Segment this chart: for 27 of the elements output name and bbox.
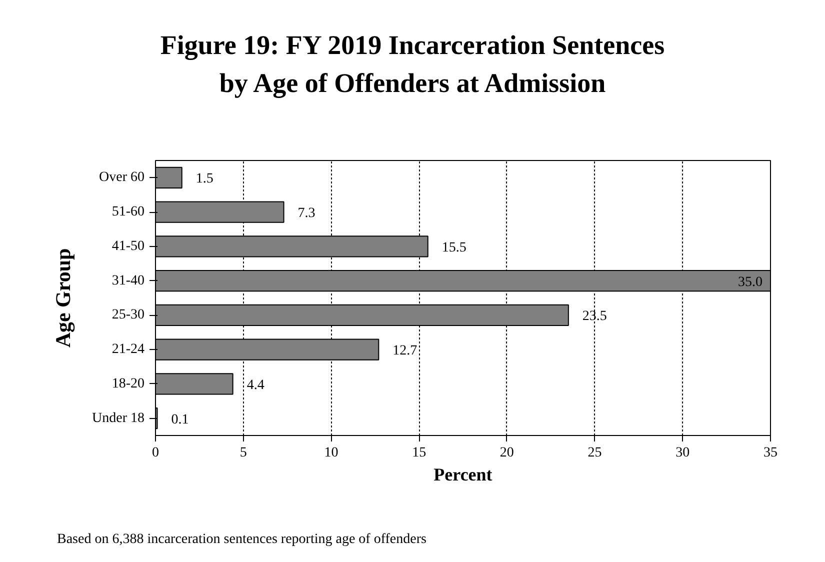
y-tick-label: 51-60 (112, 204, 145, 220)
x-tick-label: 25 (588, 446, 602, 460)
x-tick-label: 35 (764, 446, 778, 460)
data-label: 35.0 (738, 274, 762, 290)
y-tick-label: 31-40 (112, 273, 145, 288)
x-tick-label: 15 (412, 446, 426, 460)
data-label: 15.5 (442, 240, 466, 256)
y-tick-label: Under 18 (92, 410, 145, 426)
y-tick-label: 18-20 (112, 376, 145, 392)
chart-title: Figure 19: FY 2019 Incarceration Sentences by Age of Offenders at Admission (160, 29, 665, 100)
data-label: 12.7 (392, 344, 418, 359)
data-label: 0.1 (171, 412, 189, 428)
text: Based on 6,388 incarceration sentences reporting age of offenders (57, 531, 426, 549)
y-tick-label: Over 60 (99, 170, 145, 186)
x-axis-title: Percent (434, 464, 492, 484)
y-axis-title: Age Group (51, 248, 76, 348)
y-tick-label: 21-24 (112, 342, 145, 358)
x-tick-label: 20 (500, 446, 514, 460)
y-tick-label: 41-50 (112, 238, 145, 254)
y-tick-label: 25-30 (112, 308, 145, 323)
x-tick-label: 30 (676, 446, 690, 460)
x-tick-label: 0 (152, 446, 159, 460)
data-label: 1.5 (196, 172, 214, 187)
x-tick-label: 10 (324, 446, 338, 460)
x-tick-label: 5 (240, 446, 247, 460)
data-label: 4.4 (246, 378, 264, 393)
data-label: 7.3 (298, 206, 316, 222)
